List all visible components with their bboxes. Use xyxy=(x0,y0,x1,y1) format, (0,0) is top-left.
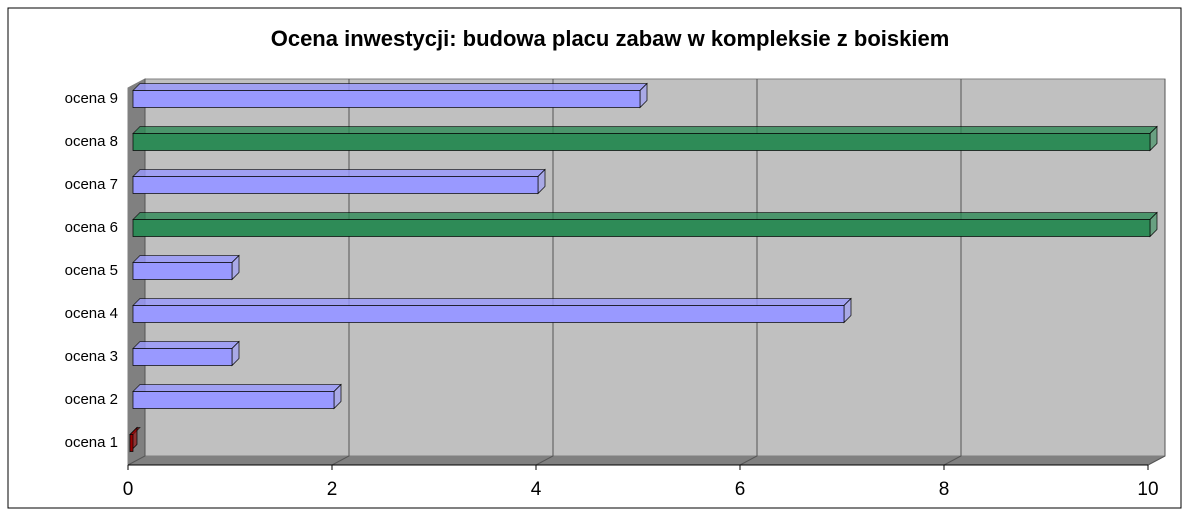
y-tick-label: ocena 5 xyxy=(65,262,118,279)
x-tick-label: 4 xyxy=(531,479,542,500)
y-tick-label: ocena 4 xyxy=(65,305,118,322)
floor xyxy=(127,455,1166,466)
grid-line xyxy=(943,79,962,466)
bar-top xyxy=(132,384,342,392)
y-tick-label: ocena 7 xyxy=(65,176,118,193)
bar xyxy=(132,391,335,409)
grid-line xyxy=(739,79,758,466)
chart-border xyxy=(7,7,1182,509)
bar xyxy=(132,176,539,194)
bar xyxy=(132,348,233,366)
bar xyxy=(132,262,233,280)
bar xyxy=(132,219,1151,237)
grid-line xyxy=(127,79,146,466)
grid-line xyxy=(331,79,350,466)
chart-title: Ocena inwestycji: budowa placu zabaw w k… xyxy=(271,26,950,51)
x-tick-label: 6 xyxy=(735,479,746,500)
bar xyxy=(132,305,845,323)
bar-top xyxy=(132,341,240,349)
bar-top xyxy=(132,255,240,263)
grid-line xyxy=(535,79,554,466)
bar-top xyxy=(132,212,1158,220)
y-tick-label: ocena 1 xyxy=(65,434,118,451)
bar xyxy=(132,90,641,108)
bar-top xyxy=(132,83,648,91)
x-tick-label: 2 xyxy=(327,479,338,500)
y-tick-label: ocena 2 xyxy=(65,391,118,408)
y-tick-label: ocena 6 xyxy=(65,219,118,236)
bar-top xyxy=(132,126,1158,134)
bar xyxy=(132,133,1151,151)
x-tick-label: 8 xyxy=(939,479,950,500)
y-tick-label: ocena 9 xyxy=(65,90,118,107)
grid-line xyxy=(1147,79,1166,466)
x-tick-label: 0 xyxy=(123,479,134,500)
bar-top xyxy=(132,169,546,177)
x-tick-label: 10 xyxy=(1137,479,1158,500)
bar-top xyxy=(132,298,852,306)
bar xyxy=(129,434,134,452)
y-tick-label: ocena 8 xyxy=(65,133,118,150)
y-tick-label: ocena 3 xyxy=(65,348,118,365)
